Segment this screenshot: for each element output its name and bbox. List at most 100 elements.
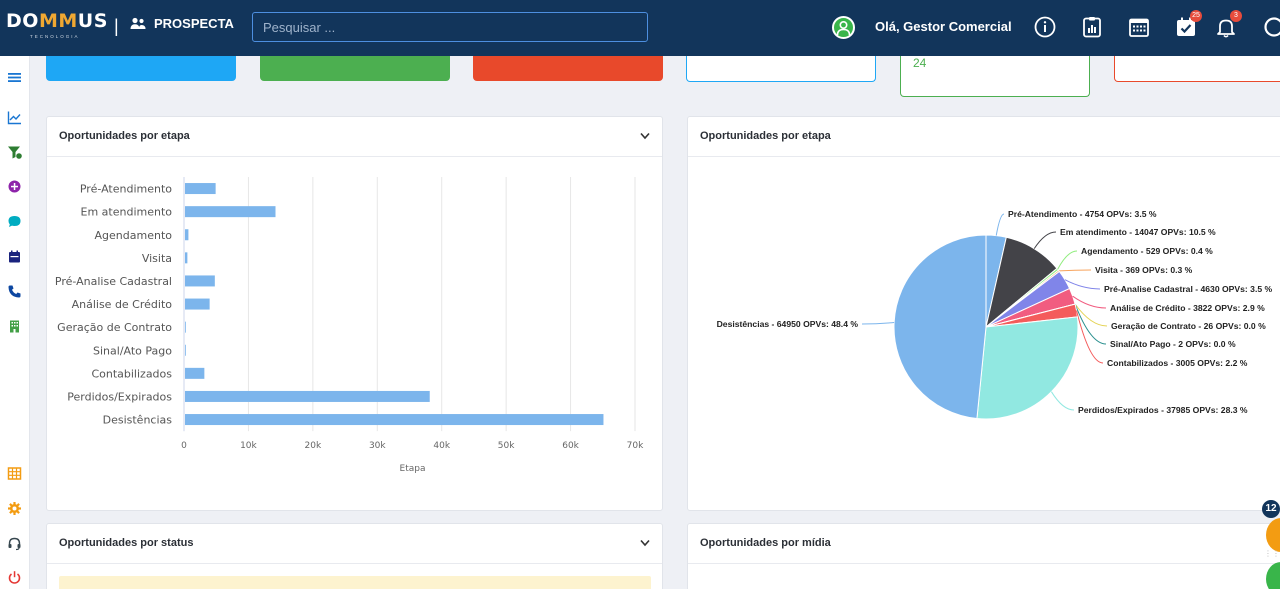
x-tick-label: 60k bbox=[562, 441, 579, 451]
media-card: Oportunidades por mídia bbox=[687, 523, 1280, 589]
stage-bar-chart: 0 10k 20k 30k 40k 50k 60k 70k Pré-Atendimento Em … bbox=[55, 177, 644, 474]
bell-icon[interactable]: 3 bbox=[1214, 10, 1242, 39]
power-icon[interactable] bbox=[7, 570, 22, 585]
bar[interactable] bbox=[185, 206, 276, 218]
chart-line-icon[interactable] bbox=[7, 110, 22, 125]
pie-label: Visita - 369 OPVs: 0.3 % bbox=[1095, 265, 1193, 275]
module-name: PROSPECTA bbox=[154, 16, 234, 31]
x-tick-label: 0 bbox=[181, 441, 187, 451]
category-label: Pré-Analise Cadastral bbox=[55, 275, 172, 288]
pie-connector bbox=[1050, 391, 1075, 411]
grid-icon[interactable] bbox=[7, 466, 22, 481]
pie-slice[interactable] bbox=[893, 234, 987, 420]
category-label: Visita bbox=[142, 252, 172, 265]
user-avatar[interactable] bbox=[832, 16, 855, 39]
calendar-icon[interactable] bbox=[1127, 15, 1151, 39]
stage-bar-card: Oportunidades por etapa 0 10k 20k 30k 40k 50k… bbox=[46, 116, 663, 511]
floating-count-badge[interactable]: 12 bbox=[1262, 500, 1280, 518]
phone-icon[interactable] bbox=[7, 284, 22, 299]
x-tick-label: 50k bbox=[498, 441, 515, 451]
pie-label: Desistências - 64950 OPVs: 48.4 % bbox=[717, 319, 859, 329]
pie-slice[interactable] bbox=[976, 316, 1079, 420]
x-tick-label: 30k bbox=[369, 441, 386, 451]
tasks-icon[interactable]: 25 bbox=[1174, 10, 1202, 39]
notifications-badge: 3 bbox=[1230, 10, 1242, 22]
chevron-down-icon[interactable] bbox=[640, 539, 650, 547]
status-alert bbox=[59, 576, 651, 589]
pie-connector bbox=[1074, 303, 1108, 327]
floating-action-green[interactable] bbox=[1266, 562, 1280, 589]
floating-action-orange[interactable] bbox=[1266, 518, 1280, 552]
bar[interactable] bbox=[185, 414, 604, 426]
pie-label: Contabilizados - 3005 OPVs: 2.2 % bbox=[1107, 358, 1248, 368]
category-label: Agendamento bbox=[95, 229, 173, 242]
pie-label: Perdidos/Expirados - 37985 OPVs: 28.3 % bbox=[1078, 405, 1248, 415]
bar[interactable] bbox=[185, 367, 205, 379]
category-label: Análise de Crédito bbox=[72, 298, 173, 311]
user-icon bbox=[836, 20, 851, 36]
bar[interactable] bbox=[185, 321, 186, 333]
category-label: Geração de Contrato bbox=[57, 321, 172, 334]
stat-card-value: 24 bbox=[913, 56, 927, 70]
x-tick-label: 10k bbox=[240, 441, 257, 451]
report-icon[interactable] bbox=[1080, 15, 1104, 39]
stage-pie-card-title: Oportunidades por etapa bbox=[700, 130, 831, 142]
funnel-icon[interactable] bbox=[7, 145, 22, 160]
header-separator: | bbox=[114, 16, 119, 36]
pie-connector bbox=[1033, 231, 1057, 249]
menu-icon[interactable] bbox=[7, 70, 22, 85]
bar[interactable] bbox=[185, 298, 210, 310]
stat-card-outline-green[interactable]: 24 bbox=[900, 56, 1090, 97]
bar[interactable] bbox=[185, 344, 186, 356]
status-card: Oportunidades por status bbox=[46, 523, 663, 589]
category-label: Pré-Atendimento bbox=[80, 183, 172, 196]
pie-connector bbox=[1076, 310, 1104, 364]
pie-connector bbox=[1072, 295, 1107, 309]
pie-label: Pré-Atendimento - 4754 OPVs: 3.5 % bbox=[1008, 209, 1157, 219]
pie-connector bbox=[1074, 303, 1107, 345]
settings-gear-icon[interactable] bbox=[7, 501, 22, 516]
users-icon bbox=[130, 17, 146, 29]
stat-card-blue[interactable] bbox=[46, 56, 236, 81]
headset-icon[interactable] bbox=[7, 536, 22, 551]
bar[interactable] bbox=[185, 390, 430, 402]
pie-connector bbox=[1057, 250, 1078, 270]
module-selector[interactable]: PROSPECTA bbox=[130, 16, 234, 31]
stage-bar-card-header: Oportunidades por etapa bbox=[47, 117, 662, 157]
greeting[interactable]: Olá, Gestor Comercial bbox=[875, 19, 1012, 34]
pie-label: Agendamento - 529 OPVs: 0.4 % bbox=[1081, 246, 1213, 256]
info-icon[interactable] bbox=[1033, 15, 1057, 39]
category-label: Em atendimento bbox=[81, 206, 173, 219]
power-ring-icon[interactable] bbox=[1262, 15, 1280, 39]
chevron-down-icon[interactable] bbox=[640, 132, 650, 140]
stat-card-red[interactable] bbox=[473, 56, 663, 81]
sidebar bbox=[0, 56, 30, 589]
category-label: Perdidos/Expirados bbox=[67, 390, 172, 403]
drag-handle-icon[interactable]: ⋮⋮ bbox=[1264, 549, 1280, 558]
bar[interactable] bbox=[185, 252, 188, 264]
x-tick-label: 70k bbox=[627, 441, 644, 451]
building-icon[interactable] bbox=[7, 319, 22, 334]
pie-label: Pré-Analise Cadastral - 4630 OPVs: 3.5 % bbox=[1104, 284, 1272, 294]
pie-connector bbox=[1058, 269, 1092, 272]
bar[interactable] bbox=[185, 229, 189, 241]
category-label: Desistências bbox=[103, 414, 173, 427]
top-bar: DOMMUS TECNOLOGIA | PROSPECTA Olá, Gesto… bbox=[0, 0, 1280, 56]
stage-pie-card-header: Oportunidades por etapa bbox=[688, 117, 1280, 157]
stat-card-outline-red[interactable] bbox=[1114, 56, 1280, 82]
tasks-badge: 25 bbox=[1190, 10, 1202, 22]
x-tick-label: 40k bbox=[433, 441, 450, 451]
bar[interactable] bbox=[185, 275, 215, 287]
dommus-logo[interactable]: DOMMUS TECNOLOGIA bbox=[6, 10, 108, 39]
stage-bar-card-title: Oportunidades por etapa bbox=[59, 130, 190, 142]
add-circle-icon[interactable] bbox=[7, 179, 22, 194]
stat-card-green[interactable] bbox=[260, 56, 450, 81]
search-input[interactable] bbox=[252, 12, 648, 42]
stat-card-outline-blue[interactable] bbox=[686, 56, 876, 82]
pie-label: Geração de Contrato - 26 OPVs: 0.0 % bbox=[1111, 321, 1266, 331]
pie-label: Análise de Crédito - 3822 OPVs: 2.9 % bbox=[1110, 303, 1265, 313]
calendar-sidebar-icon[interactable] bbox=[7, 249, 22, 264]
bar[interactable] bbox=[185, 183, 216, 195]
status-card-header: Oportunidades por status bbox=[47, 524, 662, 564]
chat-icon[interactable] bbox=[7, 214, 22, 229]
